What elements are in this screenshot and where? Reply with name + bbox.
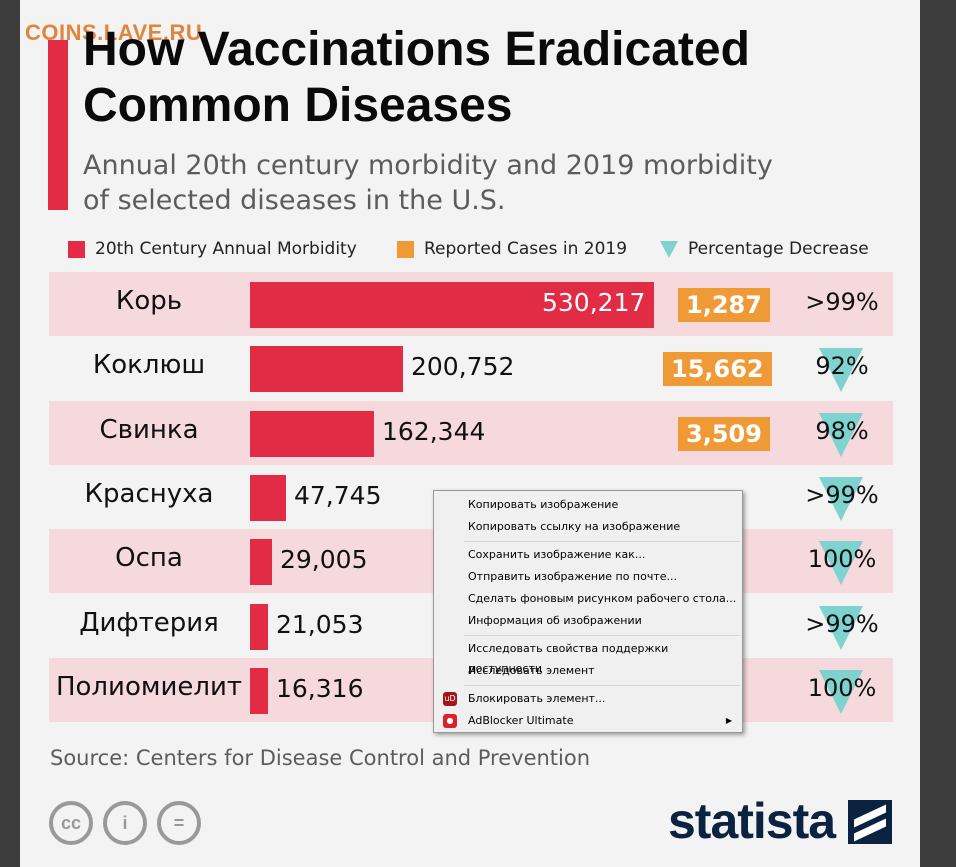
morbidity-value-label: 21,053 (276, 609, 364, 639)
percentage-decrease: >99% (797, 288, 887, 316)
triangle-icon (660, 240, 678, 258)
chart-row: Корь 530,217 1,287 >99% (49, 272, 893, 336)
category-label: Дифтерия (79, 607, 219, 638)
legend-label: Percentage Decrease (688, 239, 869, 259)
legend-swatch-orange (397, 240, 414, 258)
legend-cases-2019: Reported Cases in 2019 (397, 238, 627, 260)
statista-logo-mark-icon (848, 800, 892, 844)
legend-label: Reported Cases in 2019 (424, 239, 628, 259)
subtitle-line-2: of selected diseases in the U.S. (83, 185, 506, 216)
morbidity-value-label: 162,344 (382, 416, 486, 446)
chart-title: How Vaccinations Eradicated Common Disea… (83, 22, 903, 134)
morbidity-bar (250, 603, 268, 650)
percentage-label: 92% (815, 352, 869, 381)
menu-separator (464, 541, 740, 542)
percentage-label: >99% (805, 288, 879, 316)
category-label: Оспа (115, 543, 183, 574)
legend-swatch-red (68, 240, 85, 258)
cases-2019-badge: 3,509 (678, 416, 770, 451)
statista-logo: statista (668, 793, 836, 849)
percentage-decrease: 98% (797, 412, 887, 457)
menu-separator (464, 685, 740, 686)
decrease-triangle-icon (819, 476, 863, 521)
decrease-triangle-icon (819, 348, 863, 393)
percentage-label: >99% (805, 609, 879, 638)
menu-item-set-wallpaper[interactable]: Сделать фоновым рисунком рабочего стола.… (468, 592, 737, 605)
menu-item-block-element[interactable]: uD Блокировать элемент... (434, 689, 742, 709)
legend-percentage: Percentage Decrease (660, 238, 869, 260)
morbidity-value-label: 530,217 (542, 288, 646, 317)
cases-2019-badge: 1,287 (678, 288, 770, 322)
morbidity-bar (250, 346, 403, 393)
menu-item-copy-image-link[interactable]: Копировать ссылку на изображение (468, 520, 681, 533)
morbidity-bar (250, 282, 654, 328)
menu-item-email-image[interactable]: Отправить изображение по почте... (468, 570, 678, 583)
category-label: Корь (115, 286, 183, 316)
menu-item-inspect-accessibility[interactable]: Исследовать свойства поддержки доступнос… (468, 642, 669, 675)
no-derivatives-icon: = (157, 801, 201, 845)
chart-row: Дифтерия 21,053 >99% (49, 594, 893, 658)
morbidity-bar (250, 667, 268, 714)
morbidity-bar (250, 539, 272, 586)
percentage-label: 98% (815, 416, 869, 445)
percentage-label: >99% (805, 480, 879, 509)
ublock-icon: uD (443, 692, 457, 706)
menu-item-label: Блокировать элемент... (468, 692, 606, 705)
category-label: Свинка (99, 414, 199, 445)
title-accent-bar (48, 40, 68, 210)
context-menu: Копировать изображение Копировать ссылку… (433, 490, 743, 733)
percentage-decrease: 100% (797, 541, 887, 586)
decrease-triangle-icon (819, 605, 863, 650)
percentage-label: 100% (807, 545, 877, 574)
menu-item-inspect-element[interactable]: Исследовать элемент (468, 664, 595, 677)
menu-item-copy-image[interactable]: Копировать изображение (468, 498, 619, 511)
subtitle-line-1: Annual 20th century morbidity and 2019 m… (83, 150, 773, 181)
source-note: Source: Centers for Disease Control and … (50, 746, 591, 770)
category-label: Полиомиелит (55, 671, 243, 702)
menu-item-save-image[interactable]: Сохранить изображение как... (468, 548, 646, 561)
menu-item-image-info[interactable]: Информация об изображении (468, 614, 642, 627)
decrease-triangle-icon (819, 412, 863, 457)
chart-row: Коклюш 200,752 15,662 92% (49, 336, 893, 400)
legend-morbidity: 20th Century Annual Morbidity (68, 238, 357, 260)
decrease-triangle-icon (819, 541, 863, 586)
menu-item-adblocker-ultimate[interactable]: ● AdBlocker Ultimate ▶ (434, 711, 742, 731)
percentage-decrease: 100% (797, 669, 887, 714)
chart-row: Краснуха 47,745 >99% (49, 465, 893, 529)
chart-subtitle: Annual 20th century morbidity and 2019 m… (83, 148, 883, 218)
legend-label: 20th Century Annual Morbidity (95, 239, 357, 259)
menu-item-label: AdBlocker Ultimate (468, 714, 574, 727)
percentage-decrease: 92% (797, 348, 887, 393)
shield-lock-icon: ● (443, 714, 457, 728)
category-label: Краснуха (84, 478, 214, 509)
percentage-decrease: >99% (797, 476, 887, 521)
cases-2019-badge: 15,662 (663, 352, 772, 387)
category-label: Коклюш (92, 350, 206, 381)
morbidity-value-label: 47,745 (294, 480, 382, 510)
percentage-decrease: >99% (797, 605, 887, 650)
morbidity-value-label: 16,316 (276, 673, 364, 703)
menu-separator (464, 635, 740, 636)
title-line-2: Common Diseases (83, 79, 513, 132)
percentage-label: 100% (807, 673, 877, 702)
attribution-icon: i (103, 801, 147, 845)
decrease-triangle-icon (819, 669, 863, 714)
morbidity-value-label: 200,752 (411, 352, 515, 382)
title-line-1: How Vaccinations Eradicated (83, 23, 750, 76)
chart-row: Свинка 162,344 3,509 98% (49, 400, 893, 465)
submenu-arrow-icon: ▶ (725, 716, 732, 725)
morbidity-value-label: 29,005 (280, 545, 368, 575)
cc-license-icon: cc (49, 801, 93, 845)
morbidity-bar (250, 474, 286, 521)
morbidity-bar (250, 410, 374, 457)
